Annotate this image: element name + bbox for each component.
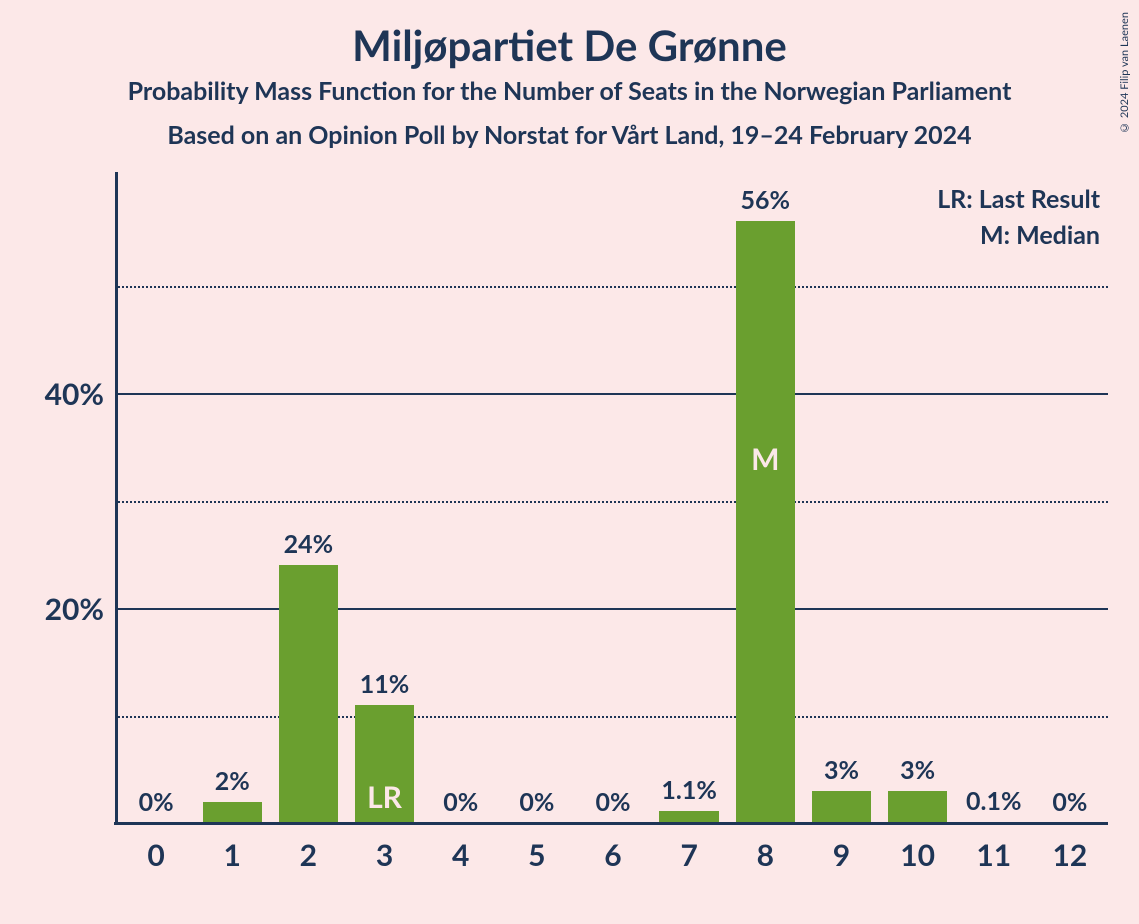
legend-m: M: Median	[980, 220, 1100, 250]
y-tick-label: 20%	[45, 591, 104, 627]
bar-value-label: 1.1%	[639, 775, 739, 805]
bar	[888, 791, 947, 823]
x-tick-label: 10	[878, 837, 958, 873]
x-tick-label: 1	[192, 837, 272, 873]
bar-value-label: 3%	[868, 755, 968, 785]
chart-title: Miljøpartiet De Grønne	[0, 20, 1139, 70]
x-tick-label: 8	[725, 837, 805, 873]
bar-value-label: 0%	[1020, 787, 1120, 817]
gridline-minor	[118, 286, 1108, 288]
copyright-text: © 2024 Filip van Laenen	[1118, 12, 1131, 134]
y-tick-label: 40%	[45, 376, 104, 412]
bar: M	[736, 221, 795, 823]
x-tick-label: 11	[954, 837, 1034, 873]
bar-value-label: 24%	[258, 529, 358, 559]
last-result-marker: LR	[355, 779, 414, 815]
x-tick-label: 2	[268, 837, 348, 873]
x-tick-label: 4	[421, 837, 501, 873]
gridline-major	[118, 393, 1108, 395]
x-tick-label: 6	[573, 837, 653, 873]
bar	[812, 791, 871, 823]
gridline-minor	[118, 501, 1108, 503]
x-tick-label: 0	[116, 837, 196, 873]
chart-subtitle-1: Probability Mass Function for the Number…	[0, 76, 1139, 106]
bar-value-label: 11%	[335, 669, 435, 699]
bar	[279, 565, 338, 823]
bar: LR	[355, 705, 414, 823]
bar-value-label: 2%	[182, 766, 282, 796]
gridline-minor	[118, 716, 1108, 718]
x-tick-label: 12	[1030, 837, 1110, 873]
gridline-major	[118, 608, 1108, 610]
legend-lr: LR: Last Result	[937, 184, 1100, 214]
x-axis	[114, 822, 1108, 825]
x-tick-label: 9	[801, 837, 881, 873]
x-tick-label: 3	[345, 837, 425, 873]
x-tick-label: 7	[649, 837, 729, 873]
plot-area: 0%2%24%LR11%0%0%0%1.1%M56%3%3%0.1%0%	[118, 178, 1108, 823]
bar	[203, 802, 262, 824]
bar-value-label: 56%	[715, 185, 815, 215]
x-tick-label: 5	[497, 837, 577, 873]
chart-subtitle-2: Based on an Opinion Poll by Norstat for …	[0, 120, 1139, 150]
y-axis	[115, 172, 118, 825]
median-marker: M	[736, 441, 795, 477]
